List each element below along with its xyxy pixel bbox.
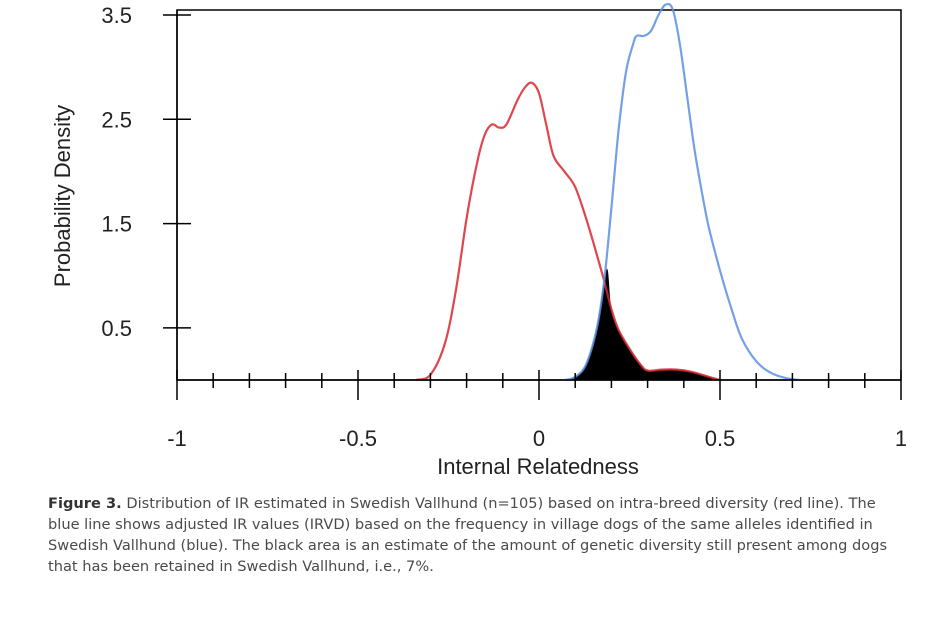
x-axis-title: Internal Relatedness <box>437 454 639 479</box>
y-tick-label: 1.5 <box>101 212 132 237</box>
y-tick-label: 0.5 <box>101 316 132 341</box>
x-tick-label: 0.5 <box>705 426 736 451</box>
y-axis-title: Probability Density <box>50 105 75 287</box>
y-tick-label: 3.5 <box>101 3 132 28</box>
caption-text: Distribution of IR estimated in Swedish … <box>48 495 888 575</box>
x-axis-ticks: -1 -0.5 0 0.5 1 <box>167 370 907 451</box>
series-line-red <box>415 81 721 382</box>
plot-frame <box>176 9 902 381</box>
x-tick-label: -1 <box>167 426 187 451</box>
series-line-blue <box>564 2 800 382</box>
x-tick-label: -0.5 <box>339 426 377 451</box>
density-chart: -1 -0.5 0 0.5 1 0.5 1.5 2.5 3.5 Internal Relate… <box>50 2 907 479</box>
caption-label: Figure 3. <box>48 495 122 512</box>
figure-caption: Figure 3. Distribution of IR estimated i… <box>48 493 898 577</box>
y-tick-label: 2.5 <box>101 107 132 132</box>
y-axis-ticks: 0.5 1.5 2.5 3.5 <box>101 3 191 341</box>
x-tick-label: 1 <box>895 426 907 451</box>
x-tick-label: 0 <box>533 426 545 451</box>
